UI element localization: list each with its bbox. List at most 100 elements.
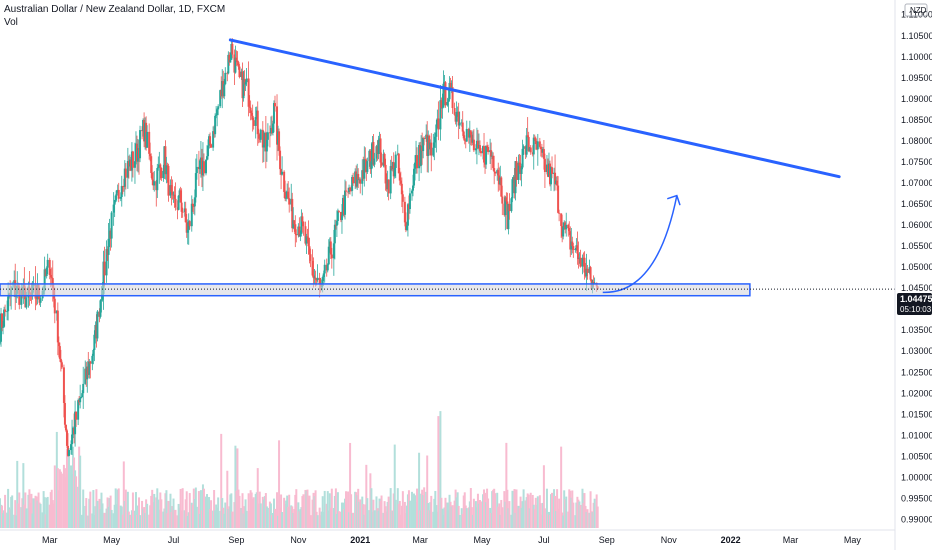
support-zone[interactable] [0, 283, 751, 297]
volume-legend-label[interactable]: Vol [4, 17, 18, 28]
volume-bar [487, 498, 490, 528]
projection-arrow[interactable] [602, 195, 678, 294]
candle-body [165, 165, 168, 175]
volume-bar [485, 502, 488, 528]
candle-body [68, 450, 71, 456]
volume-bar [280, 494, 283, 528]
volume-bar [335, 513, 338, 528]
volume-bar [366, 498, 369, 528]
candle-body [451, 87, 454, 109]
candle-body [229, 59, 232, 63]
volume-bar [124, 489, 127, 528]
volume-bar [15, 515, 18, 528]
candle-body [448, 82, 451, 100]
candle-body [529, 147, 532, 153]
candle-body [422, 137, 425, 152]
volume-bar [305, 490, 308, 528]
volume-bar [447, 510, 450, 528]
volume-bar [27, 494, 30, 528]
price-tick-label: 1.06000 [901, 220, 932, 230]
candle-body [102, 261, 105, 295]
descending-trendline[interactable] [228, 38, 841, 179]
drawings[interactable] [0, 38, 897, 297]
chart-legend-title[interactable]: Australian Dollar / New Zealand Dollar, … [4, 4, 226, 15]
volume-bar [595, 494, 598, 528]
candle-body [1, 313, 4, 328]
volume-bar [242, 513, 245, 528]
candle-body [224, 72, 227, 85]
volume-bar [237, 489, 240, 528]
volume-bar [436, 511, 439, 528]
candle-body [155, 181, 158, 191]
candle-body [109, 230, 112, 239]
candle-body [298, 226, 301, 237]
volume-bar [179, 488, 182, 528]
volume-bar [251, 498, 254, 528]
time-tick-label: Sep [599, 535, 615, 545]
volume-bar [376, 508, 379, 528]
volume-bar [300, 507, 303, 528]
volume-bar [535, 504, 538, 528]
volume-bar [451, 505, 454, 528]
volume-bar [586, 509, 589, 528]
time-axis[interactable]: Mar May Jul Sep Nov 2021 Mar May Jul Sep Nov 2022 Ma… [42, 535, 861, 545]
volume-bar [30, 493, 33, 528]
volume-bar [352, 512, 355, 528]
volume-bar [380, 495, 383, 528]
time-tick-label: Sep [228, 535, 244, 545]
volume-bar [114, 488, 117, 528]
time-tick-label: Mar [412, 535, 428, 545]
volume-bar [197, 491, 200, 528]
volume-bar [256, 468, 259, 528]
volume-bar [578, 501, 581, 528]
volume-bar [266, 507, 269, 528]
volume-bar [250, 492, 253, 528]
candle-body [342, 197, 345, 215]
volume-bar [430, 495, 433, 528]
candle-body [564, 222, 567, 230]
volume-bar [159, 492, 162, 528]
candle-body [392, 162, 395, 177]
candle-body [432, 147, 435, 156]
volume-bar [304, 489, 307, 528]
candle-body [582, 257, 585, 259]
candle-body [180, 202, 183, 212]
candle-body [220, 90, 223, 97]
candle-body [532, 137, 535, 155]
volume-bar [219, 510, 222, 528]
volume-bar [53, 465, 56, 528]
volume-bar [493, 488, 496, 528]
current-price-label: 1.04475 05:10:03 [897, 293, 932, 315]
volume-bar [354, 491, 357, 528]
candle-body [371, 142, 374, 162]
volume-bar [100, 492, 103, 528]
candle-body [450, 87, 453, 88]
volume-bar [96, 500, 99, 528]
candle-body [434, 136, 437, 143]
volume-bar [268, 501, 271, 528]
candle-body [177, 195, 180, 210]
candle-body [341, 197, 344, 216]
candle-body [58, 346, 61, 359]
volume-bar [348, 512, 351, 528]
candle-body [352, 177, 355, 184]
candle-body [202, 161, 205, 174]
volume-bar [504, 501, 507, 528]
volume-bar [517, 505, 520, 528]
volume-bar [25, 508, 28, 528]
volume-bar [494, 493, 497, 528]
volume-bar [435, 505, 438, 528]
candle-body [423, 137, 426, 140]
candle-body [545, 164, 548, 173]
volume-bar [344, 498, 347, 528]
volume-bar [291, 506, 294, 528]
candle-body [56, 310, 59, 343]
volume-bar [562, 515, 565, 528]
time-tick-label: Nov [661, 535, 678, 545]
volume-bar [349, 442, 352, 528]
volume-bar [522, 489, 525, 528]
candle-body [135, 143, 138, 162]
volume-bar [393, 444, 396, 528]
price-tick-label: 1.03500 [901, 325, 932, 335]
